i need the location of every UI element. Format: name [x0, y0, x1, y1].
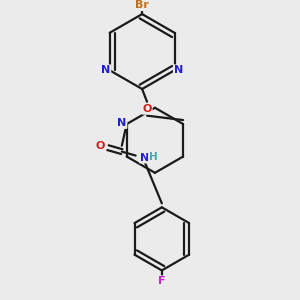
- Text: H: H: [149, 152, 158, 162]
- Text: N: N: [174, 65, 183, 75]
- Text: O: O: [142, 104, 152, 114]
- Text: F: F: [158, 276, 166, 286]
- Text: N: N: [117, 118, 126, 128]
- Text: O: O: [95, 141, 105, 151]
- Text: N: N: [140, 152, 149, 163]
- Text: Br: Br: [135, 0, 149, 10]
- Text: N: N: [101, 65, 110, 75]
